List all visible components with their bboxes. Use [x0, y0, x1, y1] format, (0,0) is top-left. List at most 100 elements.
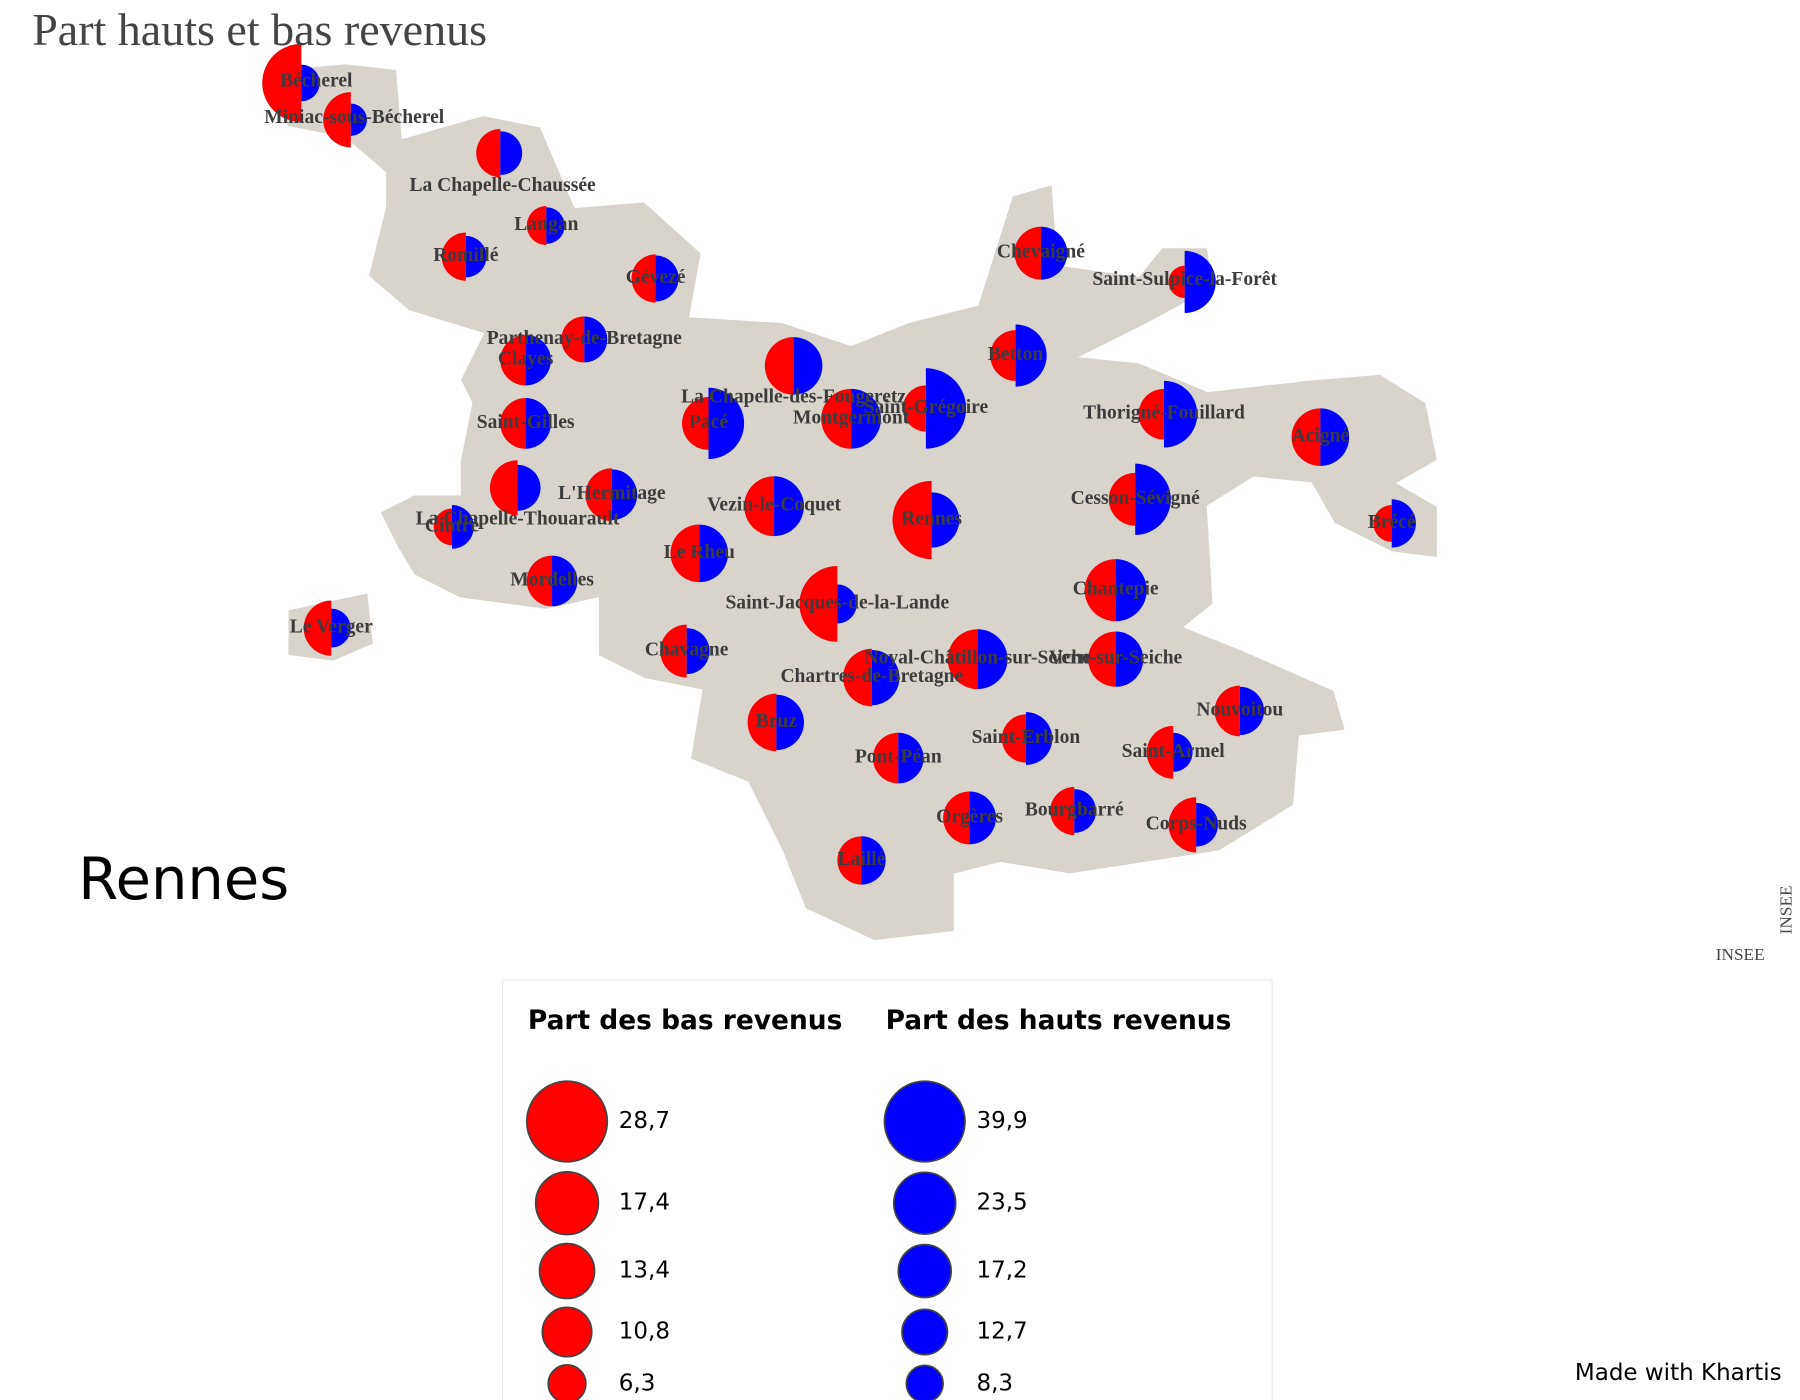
low-income-half — [843, 648, 872, 707]
territory — [275, 62, 1439, 942]
legend-circle — [538, 1242, 596, 1300]
commune-label: Rennes — [901, 508, 962, 529]
high-income-half — [1074, 789, 1097, 833]
high-income-half — [925, 368, 967, 449]
legend-circle — [905, 1364, 944, 1400]
high-income-half — [525, 398, 551, 449]
commune-label: Miniac-sous-Bécherel — [264, 107, 444, 128]
low-income-half — [323, 92, 351, 148]
low-income-half — [747, 693, 777, 752]
legend-circle — [897, 1243, 953, 1299]
low-income-half — [1168, 797, 1197, 853]
map-label: Rennes — [78, 846, 289, 913]
high-income-half — [1391, 499, 1416, 548]
commune-label: Bourgbarré — [1025, 799, 1124, 820]
high-income-half — [1239, 686, 1265, 736]
low-income-half — [1084, 559, 1116, 622]
high-income-half — [500, 131, 523, 175]
low-income-half — [262, 43, 302, 123]
commune-label: Cintré — [425, 515, 480, 536]
high-income-half — [301, 64, 320, 102]
high-income-half — [851, 388, 882, 449]
legend-circle — [525, 1080, 609, 1163]
commune-label: Saint-Gilles — [477, 412, 575, 433]
low-income-half — [489, 460, 518, 516]
high-income-half — [686, 628, 710, 675]
high-income-half — [708, 387, 745, 460]
low-income-half — [500, 398, 526, 449]
legend-value: 13,4 — [619, 1258, 670, 1284]
legend-circle — [892, 1171, 957, 1235]
high-income-half — [699, 524, 729, 583]
legend-circle — [534, 1171, 600, 1236]
high-income-half — [969, 791, 996, 845]
legend-circle — [547, 1364, 587, 1400]
legend: Part des bas revenus 28,7 17,4 13,4 10,8 6,3 P… — [525, 1005, 1232, 1400]
high-income-half — [776, 694, 804, 751]
high-income-half — [465, 235, 487, 278]
high-income-half — [611, 469, 638, 521]
low-income-half — [1214, 685, 1240, 737]
low-income-half — [1146, 725, 1174, 779]
high-income-half — [793, 337, 823, 395]
high-income-half — [1115, 631, 1144, 687]
legend-title: Part des bas revenus — [528, 1005, 842, 1036]
commune-label: Montgermont — [793, 407, 910, 428]
low-income-half — [1088, 631, 1116, 687]
low-income-half — [670, 524, 700, 583]
credit: Made with Khartis — [1575, 1360, 1782, 1386]
low-income-half — [990, 330, 1016, 381]
commune-label: Nouvoitou — [1196, 699, 1283, 720]
legend-value: 6,3 — [619, 1370, 656, 1396]
commune-label: Vern-sur-Seiche — [1049, 648, 1183, 669]
low-income-half — [1291, 408, 1321, 466]
low-income-half — [764, 337, 794, 395]
legend-box — [502, 979, 1273, 1400]
low-income-half — [1014, 226, 1041, 280]
commune-label: Gévezé — [626, 267, 686, 288]
legend-title: Part des hauts revenus — [886, 1005, 1232, 1036]
low-income-half — [837, 836, 862, 885]
low-income-half — [1050, 786, 1075, 836]
commune-label: Saint-Armel — [1122, 741, 1226, 762]
legend-value: 17,4 — [619, 1190, 670, 1216]
commune-label: Orgères — [936, 806, 1003, 827]
low-income-half — [744, 476, 775, 537]
low-income-half — [441, 232, 466, 281]
legend-value: 8,3 — [976, 1370, 1013, 1396]
high-income-half — [1196, 802, 1219, 847]
low-income-half — [526, 205, 547, 246]
high-income-half — [350, 103, 367, 136]
low-income-half — [526, 555, 553, 607]
low-income-half — [892, 480, 932, 560]
commune-label: Romillé — [433, 245, 498, 266]
high-income-half — [977, 629, 1008, 690]
legend-value: 28,7 — [619, 1108, 670, 1134]
low-income-half — [303, 600, 332, 656]
high-income-half — [1163, 380, 1198, 448]
high-income-half — [517, 464, 541, 511]
commune-label: Cesson-Sévigné — [1071, 488, 1201, 509]
source-vertical: INSEE — [1776, 885, 1795, 934]
low-income-half — [872, 732, 899, 784]
commune-label: Chevaigné — [997, 242, 1085, 263]
commune-label: L'Hermitage — [558, 483, 666, 504]
high-income-half — [861, 836, 886, 885]
high-income-half — [331, 608, 351, 648]
low-income-half — [433, 508, 453, 546]
low-income-half — [947, 629, 978, 690]
low-income-half — [943, 791, 970, 845]
high-income-half — [546, 207, 565, 244]
low-income-half — [682, 396, 709, 450]
commune-label: Chartres-de-Bretagne — [780, 666, 963, 687]
legend-circle — [883, 1080, 966, 1163]
commune-label: Mordelles — [510, 569, 594, 590]
commune-label: Parthenay-de-Bretagne — [487, 328, 682, 349]
commune-label: Bécherel — [280, 70, 353, 91]
high-income-half — [1015, 324, 1047, 387]
commune-label: Noyal-Châtillon-sur-Seiche — [865, 648, 1092, 669]
commune-label: La Chapelle-Chaussée — [409, 175, 596, 196]
legend-value: 12,7 — [976, 1319, 1027, 1345]
